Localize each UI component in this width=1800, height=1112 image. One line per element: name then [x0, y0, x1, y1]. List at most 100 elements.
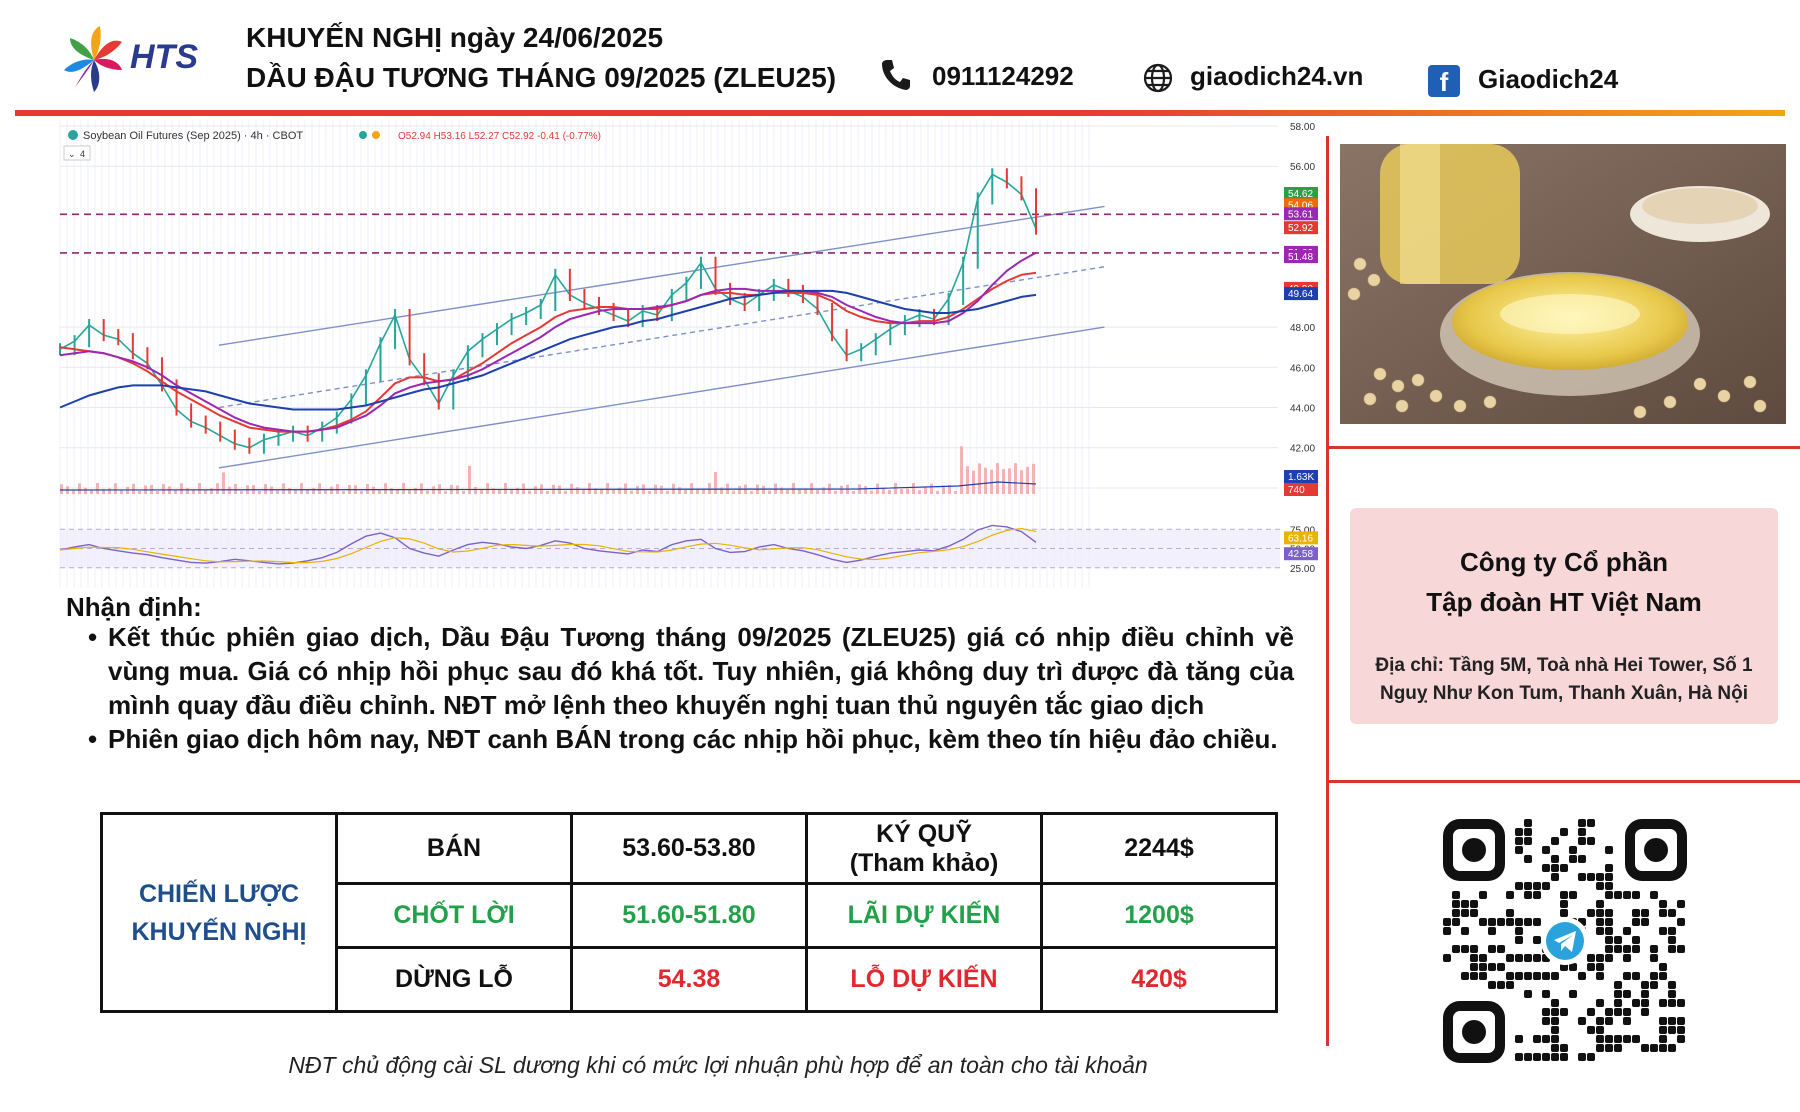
qr-module [1605, 891, 1613, 899]
qr-module [1533, 1035, 1541, 1043]
qr-module [1551, 1008, 1559, 1016]
volume-bar [618, 487, 621, 494]
qr-module [1677, 1035, 1685, 1043]
ohlc-readout: O52.94 H53.16 L52.27 C52.92 -0.41 (-0.77… [398, 131, 601, 142]
qr-module [1659, 909, 1667, 917]
qr-module [1578, 873, 1586, 881]
volume-bar [120, 490, 123, 494]
qr-module [1479, 963, 1487, 971]
qr-module [1542, 972, 1550, 980]
volume-label-badge [1284, 483, 1318, 496]
volume-bar [684, 490, 687, 494]
volume-bar [666, 490, 669, 494]
volume-bar [192, 489, 195, 494]
volume-bar [660, 485, 663, 494]
qr-module [1515, 1053, 1523, 1061]
qr-module [1488, 945, 1496, 953]
volume-bar [492, 488, 495, 494]
volume-bar [318, 483, 321, 494]
volume-bar [216, 483, 219, 494]
qr-module [1596, 999, 1604, 1007]
qr-module [1587, 954, 1595, 962]
volume-bar [594, 488, 597, 494]
qr-module [1551, 999, 1559, 1007]
qr-module [1605, 882, 1613, 890]
qr-module [1605, 846, 1613, 854]
qr-module [1605, 1008, 1613, 1016]
qr-module [1587, 1053, 1595, 1061]
qr-module [1578, 1017, 1586, 1025]
qr-module [1470, 945, 1478, 953]
facebook-link[interactable]: Giaodich24 [1478, 64, 1619, 94]
price-axis: 58.0056.0048.0046.0044.0042.0040.0054.62… [1284, 122, 1318, 575]
qr-module [1533, 972, 1541, 980]
volume-bar [198, 483, 201, 494]
qr-module [1587, 819, 1595, 827]
trend-channel [218, 205, 1105, 469]
qr-module [1614, 945, 1622, 953]
qr-module [1488, 918, 1496, 926]
qr-module [1605, 909, 1613, 917]
qr-module [1533, 891, 1541, 899]
qr-module [1587, 1008, 1595, 1016]
analysis-bullet-2: • Phiên giao dịch hôm nay, NĐT canh BÁN … [88, 722, 1294, 756]
rsi-label-text: 42.58 [1288, 549, 1313, 560]
volume-bar [564, 490, 567, 494]
qr-module [1533, 882, 1541, 890]
qr-module [1623, 1035, 1631, 1043]
volume-bar [234, 483, 237, 494]
qr-module [1605, 1017, 1613, 1025]
volume-bar [816, 490, 819, 494]
qr-module [1659, 963, 1667, 971]
volume-label-badge [1284, 470, 1318, 483]
volume-bar [384, 483, 387, 494]
qr-module [1452, 891, 1460, 899]
price-label-text: 49.64 [1288, 289, 1313, 300]
qr-module [1569, 846, 1577, 854]
volume-bar [108, 488, 111, 494]
volume-bar [528, 490, 531, 494]
qr-module [1551, 873, 1559, 881]
volume-bar [480, 490, 483, 494]
volume-bar [978, 463, 981, 494]
telegram-qr-code[interactable] [1442, 818, 1688, 1064]
volume-bar [750, 491, 753, 494]
volume-bar [186, 487, 189, 494]
qr-module [1614, 1035, 1622, 1043]
qr-module [1515, 837, 1523, 845]
volume-bar [966, 466, 969, 494]
volume-bar [420, 483, 423, 494]
bullet-dot: • [88, 724, 98, 754]
qr-module [1542, 882, 1550, 890]
volume-bar [690, 483, 693, 494]
volume-bar [576, 487, 579, 494]
rsi-label-text: 63.16 [1288, 533, 1313, 544]
volume-bar [462, 490, 465, 494]
volume-bar [132, 483, 135, 494]
website-link[interactable]: giaodich24.vn [1190, 61, 1364, 91]
qr-module [1560, 900, 1568, 908]
volume-bar [1032, 463, 1035, 494]
qr-module [1632, 999, 1640, 1007]
volume-bar [366, 483, 369, 494]
qr-module [1605, 864, 1613, 872]
qr-module [1650, 954, 1658, 962]
qr-module [1542, 846, 1550, 854]
qr-module [1515, 972, 1523, 980]
panel-divider-2 [1326, 780, 1800, 783]
volume-bar [996, 463, 999, 494]
address-line1: Địa chỉ: Tầng 5M, Toà nhà Hei Tower, Số … [1375, 655, 1753, 676]
collapse-chevron-icon[interactable]: ⌄ [68, 149, 76, 159]
qr-module [1605, 936, 1613, 944]
price-label-text: 53.61 [1288, 209, 1313, 220]
volume-bar [780, 487, 783, 494]
volume-bar [738, 485, 741, 494]
volume-bar [762, 485, 765, 494]
volume-bar [408, 489, 411, 494]
qr-module [1560, 891, 1568, 899]
analysis-text-2: Phiên giao dịch hôm nay, NĐT canh BÁN tr… [108, 724, 1278, 754]
qr-module [1614, 981, 1622, 989]
qr-module [1632, 909, 1640, 917]
qr-module [1650, 972, 1658, 980]
phone-number[interactable]: 0911124292 [932, 61, 1074, 91]
